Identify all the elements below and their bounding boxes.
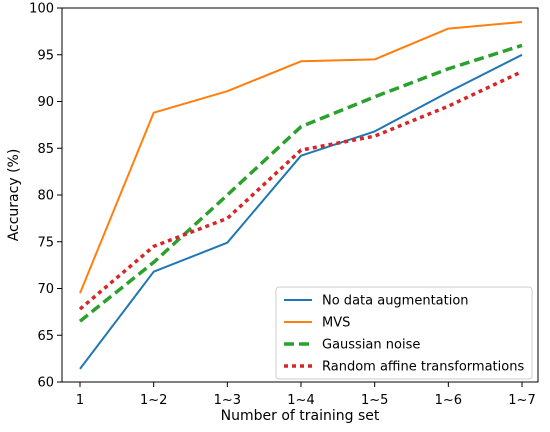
y-tick-label: 90 [37, 95, 54, 110]
x-tick-label: 1~3 [214, 393, 241, 408]
plot-area [78, 21, 523, 370]
x-tick-label: 1 [76, 393, 84, 408]
legend-box [275, 286, 533, 380]
x-tick-label: 1~5 [361, 393, 388, 408]
x-axis-label: Number of training set [221, 408, 380, 424]
axes: 1 1~2 1~3 1~4 1~5 1~6 1~7 60 65 70 75 80 85 90 95 100 [29, 2, 539, 408]
legend-label: No data augmentation [322, 294, 469, 309]
series-line [78, 70, 523, 311]
y-tick-label: 95 [37, 48, 54, 63]
y-tick-label: 75 [37, 235, 54, 250]
x-tick-label: 1~6 [435, 393, 462, 408]
legend: No data augmentation MVS Gaussian noise Ran… [275, 286, 533, 380]
y-tick-label: 60 [37, 376, 54, 391]
series-line [78, 43, 523, 323]
y-tick-label: 70 [37, 282, 54, 297]
legend-label: MVS [322, 316, 350, 331]
y-axis-label: Accuracy (%) [6, 149, 22, 242]
legend-label: Random affine transformations [322, 360, 524, 375]
series-line [79, 53, 523, 370]
y-tick-label: 80 [37, 189, 54, 204]
legend-label: Gaussian noise [322, 338, 420, 353]
x-tick-label: 1~4 [287, 393, 314, 408]
x-tick-label: 1~7 [508, 393, 535, 408]
x-tick-label: 1~2 [140, 393, 167, 408]
series-line [79, 21, 523, 294]
y-tick-label: 100 [29, 2, 54, 17]
y-tick-label: 65 [37, 329, 54, 344]
y-tick-label: 85 [37, 142, 54, 157]
